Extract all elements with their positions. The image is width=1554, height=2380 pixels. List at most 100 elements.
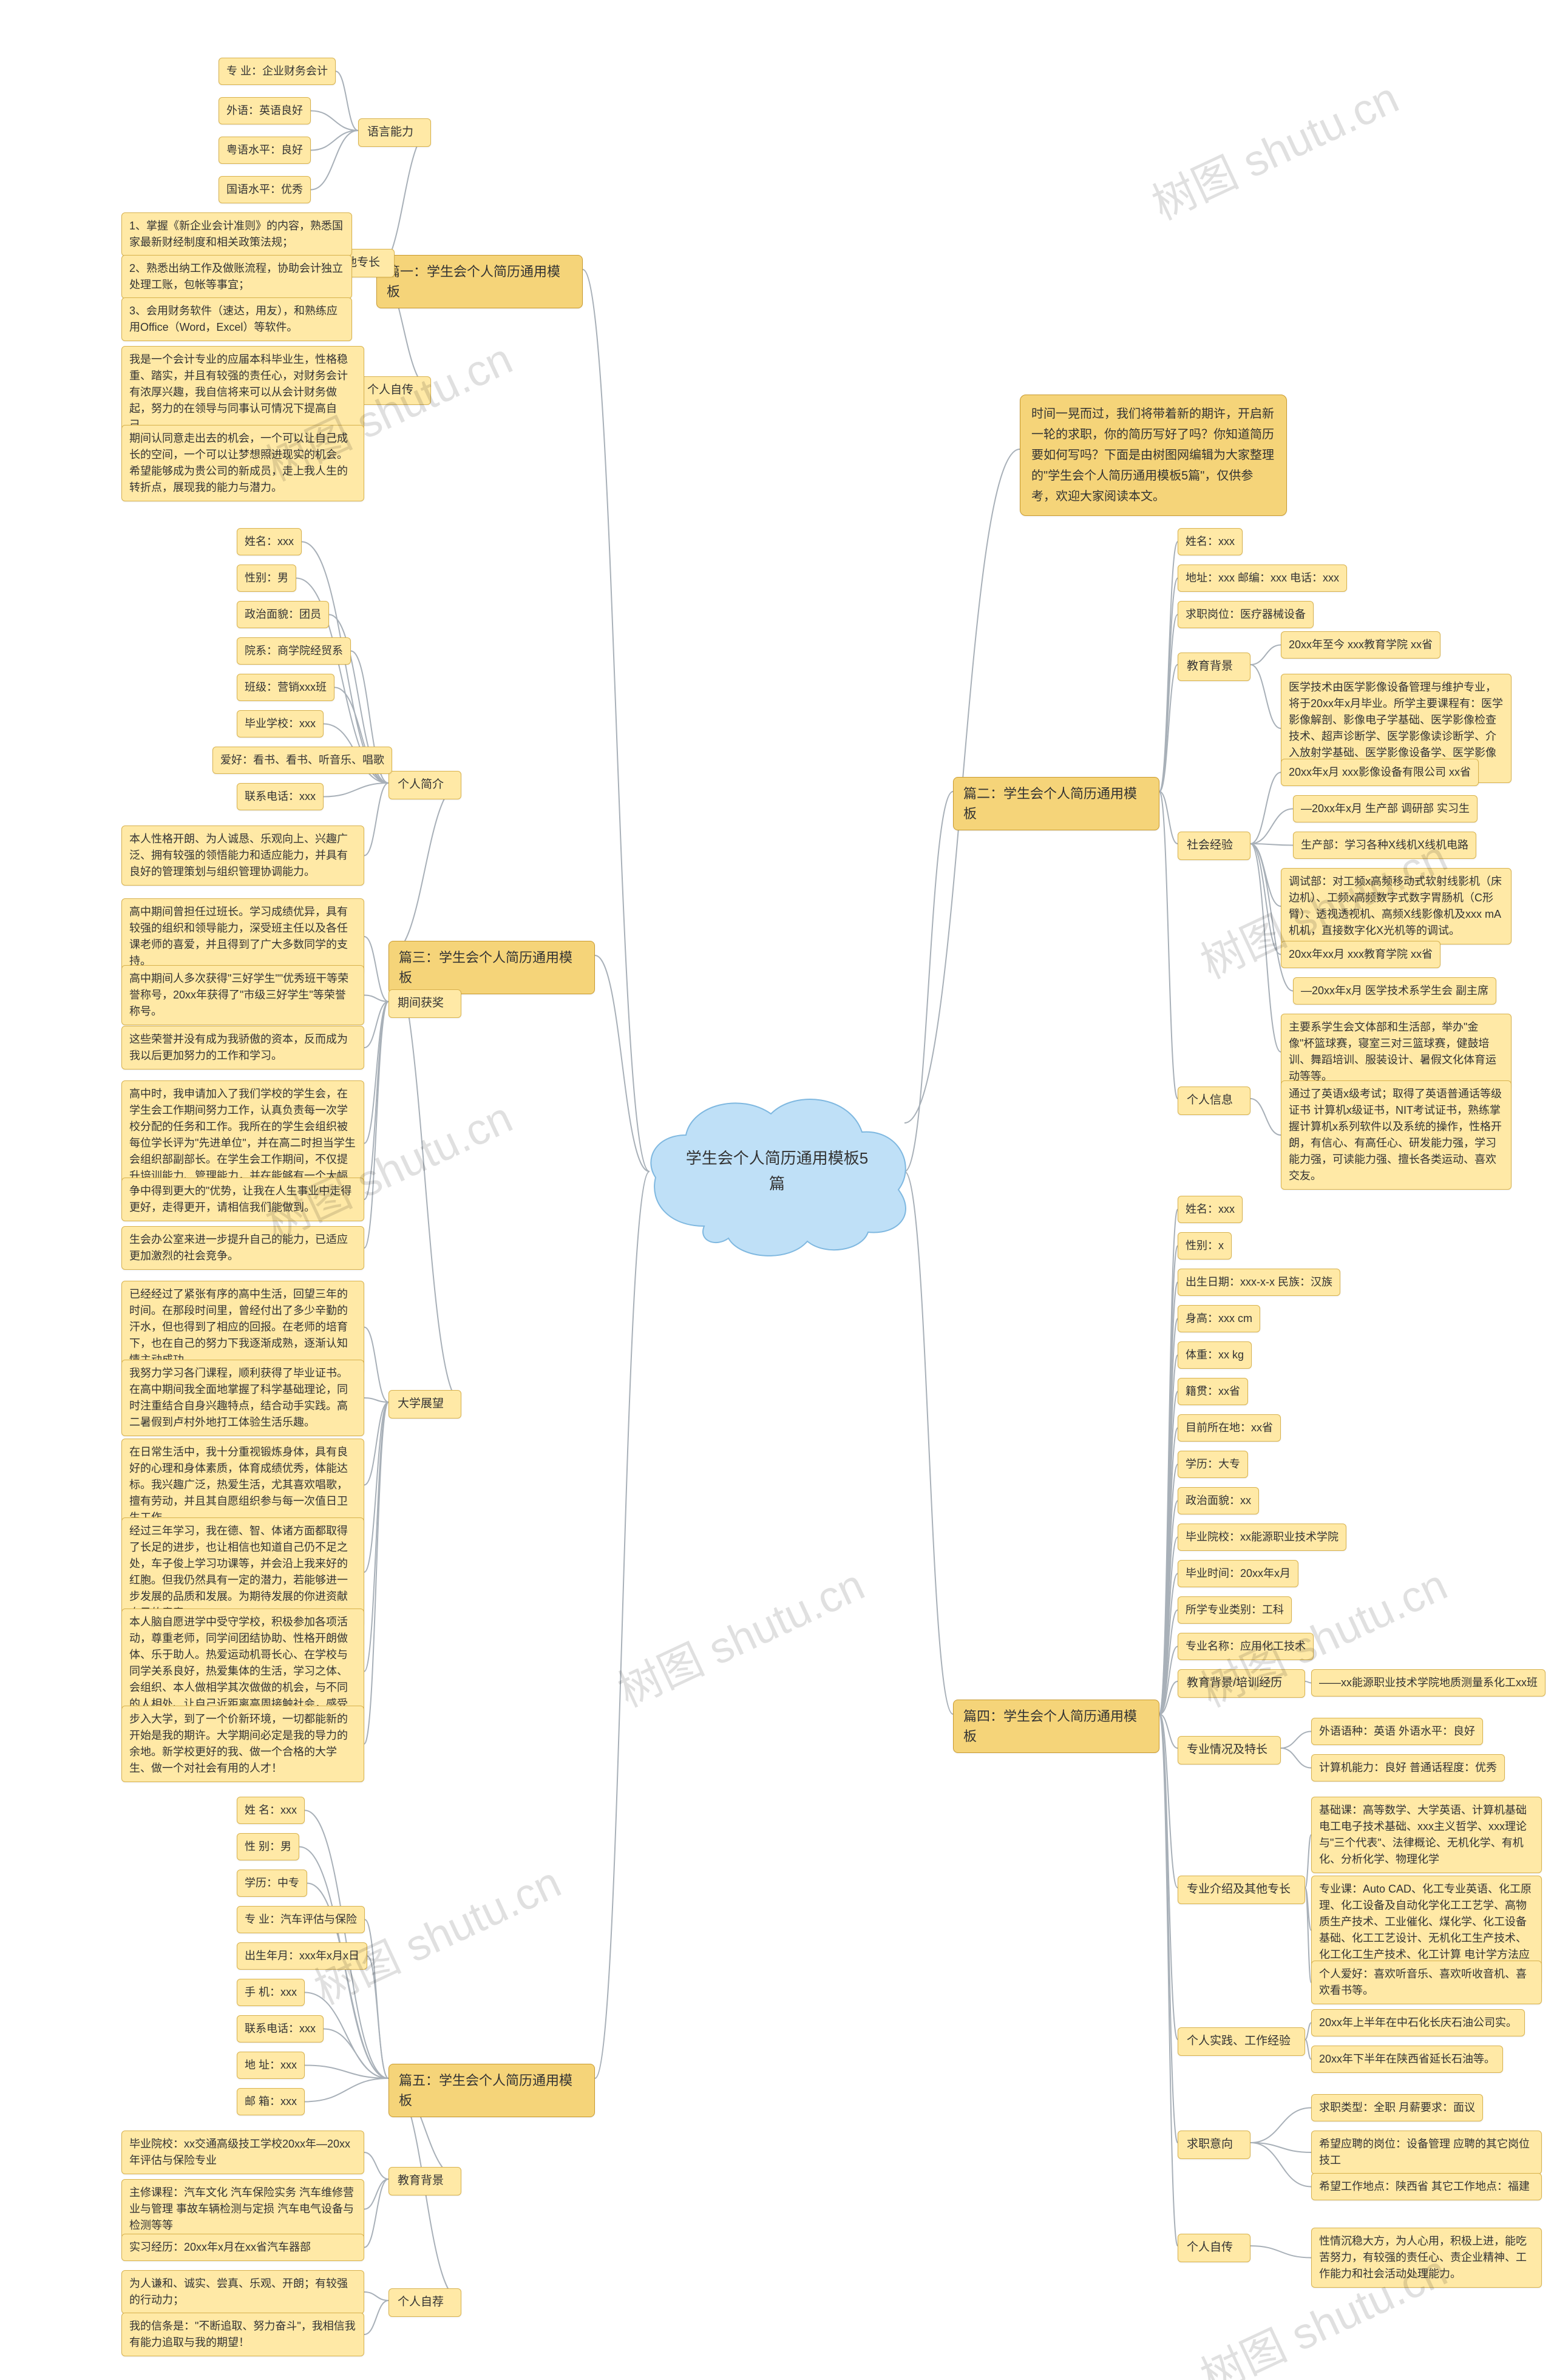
- group-b5-1: 教育背景: [388, 2167, 461, 2195]
- branch-b4: 篇四：学生会个人简历通用模板: [953, 1700, 1159, 1753]
- leaf-b4-1-0: ——xx能源职业技术学院地质测量系化工xx班: [1311, 1669, 1546, 1697]
- leaf-b4-2-1: 计算机能力：良好 普通话程度：优秀: [1311, 1754, 1505, 1782]
- center-root: 学生会个人简历通用模板5篇: [631, 1080, 923, 1263]
- leaf-b2-0-1: 地址：xxx 邮编：xxx 电话：xxx: [1178, 564, 1347, 592]
- leaf-b3-1-1: 高中期间人多次获得"三好学生""优秀班干等荣誉称号，20xx年获得了"市级三好学…: [121, 965, 364, 1025]
- intro-text: 时间一晃而过，我们将带着新的期许，开启新一轮的求职，你的简历写好了吗？你知道简历…: [1020, 395, 1287, 516]
- leaf-b4-0-10: 毕业时间：20xx年x月: [1178, 1560, 1298, 1587]
- leaf-b4-0-3: 身高：xxx cm: [1178, 1305, 1260, 1332]
- leaf-b2-0-2: 求职岗位：医疗器械设备: [1178, 601, 1314, 628]
- group-b2-3: 个人信息: [1178, 1087, 1250, 1115]
- leaf-b2-0-0: 姓名：xxx: [1178, 528, 1243, 555]
- leaf-b4-0-7: 学历：大专: [1178, 1451, 1248, 1478]
- leaf-b3-1-4: 争中得到更大的"优势，让我在人生事业中走得更好，走得更开，请相信我们能做到。: [121, 1178, 364, 1221]
- group-b3-0: 个人简介: [388, 771, 461, 799]
- leaf-b4-0-11: 所学专业类别：工科: [1178, 1596, 1292, 1624]
- leaf-b4-2-0: 外语语种：英语 外语水平：良好: [1311, 1718, 1483, 1745]
- leaf-b2-3-0: 通过了英语x级考试；取得了英语普通话等级证书 计算机x级证书，NIT考试证书，熟…: [1281, 1080, 1512, 1190]
- leaf-b3-0-3: 院系：商学院经贸系: [237, 637, 351, 665]
- watermark: 树图 shutu.cn: [1140, 63, 1407, 232]
- leaf-b5-0-1: 性 别：男: [237, 1833, 299, 1860]
- leaf-b1-0-1: 外语：英语良好: [219, 97, 311, 124]
- leaf-b4-3-2: 个人爱好：喜欢听音乐、喜欢听收音机、喜欢看书等。: [1311, 1961, 1542, 2004]
- leaf-b5-0-5: 手 机：xxx: [237, 1979, 305, 2006]
- leaf-b4-0-8: 政治面貌：xx: [1178, 1487, 1259, 1514]
- leaf-b5-0-3: 专 业：汽车评估与保险: [237, 1906, 365, 1933]
- leaf-b4-3-0: 基础课：高等数学、大学英语、计算机基础电工电子技术基础、xxx主义哲学、xxx理…: [1311, 1797, 1542, 1873]
- leaf-b2-2-0: 20xx年x月 xxx影像设备有限公司 xx省: [1281, 759, 1479, 786]
- leaf-b5-1-1: 主修课程：汽车文化 汽车保险实务 汽车维修营业与管理 事故车辆检测与定损 汽车电…: [121, 2179, 364, 2239]
- leaf-b4-0-4: 体重：xx kg: [1178, 1341, 1252, 1369]
- leaf-b1-0-3: 国语水平：优秀: [219, 176, 311, 203]
- leaf-b4-6-0: 性情沉稳大方，为人心用，积极上进，能吃苦努力，有较强的责任心、责企业精神、工作能…: [1311, 2228, 1542, 2288]
- leaf-b3-0-5: 毕业学校：xxx: [237, 710, 324, 737]
- leaf-b5-2-0: 为人谦和、诚实、尝真、乐观、开朗；有较强的行动力；: [121, 2270, 364, 2314]
- branch-b3: 篇三：学生会个人简历通用模板: [388, 941, 595, 994]
- leaf-b3-0-1: 性别：男: [237, 564, 296, 592]
- group-b4-4: 个人实践、工作经验: [1178, 2027, 1305, 2056]
- leaf-b3-0-6: 爱好：看书、看书、听音乐、唱歌: [212, 747, 392, 774]
- leaf-b3-0-0: 姓名：xxx: [237, 528, 302, 555]
- leaf-b5-0-0: 姓 名：xxx: [237, 1797, 305, 1824]
- leaf-b2-1-0: 20xx年至今 xxx教育学院 xx省: [1281, 631, 1440, 659]
- group-b1-2: 个人自传: [358, 376, 431, 405]
- leaf-b3-0-2: 政治面貌：团员: [237, 601, 329, 628]
- group-b4-3: 专业介绍及其他专长: [1178, 1876, 1305, 1904]
- leaf-b5-0-2: 学历：中专: [237, 1870, 307, 1897]
- leaf-b4-5-0: 求职类型：全职 月薪要求：面议: [1311, 2094, 1483, 2121]
- leaf-b3-1-5: 生会办公室来进一步提升自己的能力，已适应更加激烈的社会竞争。: [121, 1226, 364, 1270]
- group-b3-2: 大学展望: [388, 1390, 461, 1419]
- leaf-b1-2-1: 期间认同意走出去的机会，一个可以让自己成长的空间，一个可以让梦想照进现实的机会。…: [121, 425, 364, 501]
- leaf-b1-1-1: 2、熟悉出纳工作及做账流程，协助会计独立处理工账，包帐等事宜；: [121, 255, 352, 299]
- group-b4-2: 专业情况及特长: [1178, 1736, 1281, 1765]
- leaf-b3-0-7: 联系电话：xxx: [237, 783, 324, 810]
- center-title: 学生会个人简历通用模板5篇: [631, 1080, 923, 1263]
- watermark: 树图 shutu.cn: [606, 1550, 873, 1720]
- leaf-b4-0-9: 毕业院校：xx能源职业技术学院: [1178, 1524, 1346, 1551]
- leaf-b4-0-1: 性别：x: [1178, 1232, 1232, 1260]
- leaf-b1-1-2: 3、会用财务软件（速达，用友），和熟练应用Office（Word，Excel）等…: [121, 297, 352, 341]
- leaf-b3-2-1: 我努力学习各门课程，顺利获得了毕业证书。在高中期间我全面地掌握了科学基础理论，同…: [121, 1360, 364, 1436]
- branch-b2: 篇二：学生会个人简历通用模板: [953, 777, 1159, 830]
- leaf-b1-0-0: 专 业：企业财务会计: [219, 58, 336, 85]
- leaf-b1-1-0: 1、掌握《新企业会计准则》的内容，熟悉国家最新财经制度和相关政策法规；: [121, 212, 352, 256]
- leaf-b4-0-5: 籍贯：xx省: [1178, 1378, 1248, 1405]
- group-b1-0: 语言能力: [358, 118, 431, 147]
- leaf-b3-1-0: 高中期间曾担任过班长。学习成绩优异，具有较强的组织和领导能力，深受班主任以及各任…: [121, 898, 364, 975]
- leaf-b5-0-8: 邮 箱：xxx: [237, 2088, 305, 2115]
- group-b2-2: 社会经验: [1178, 832, 1250, 860]
- branch-b5: 篇五：学生会个人简历通用模板: [388, 2064, 595, 2117]
- group-b3-1: 期间获奖: [388, 989, 461, 1018]
- leaf-b4-0-12: 专业名称：应用化工技术: [1178, 1633, 1314, 1660]
- leaf-b5-0-4: 出生年月：xxx年x月x日: [237, 1942, 367, 1970]
- leaf-b2-2-5: —20xx年x月 医学技术系学生会 副主席: [1293, 977, 1496, 1005]
- leaf-b2-2-6: 主要系学生会文体部和生活部，举办"金像"杯篮球赛，寝室三对三篮球赛，健鼓培训、舞…: [1281, 1014, 1512, 1090]
- leaf-b3-0-8: 本人性格开朗、为人诚恳、乐观向上、兴趣广泛、拥有较强的领悟能力和适应能力，并具有…: [121, 826, 364, 886]
- leaf-b5-1-0: 毕业院校：xx交通高级技工学校20xx年—20xx年评估与保险专业: [121, 2131, 364, 2174]
- leaf-b4-5-1: 希望应聘的岗位：设备管理 应聘的其它岗位 技工: [1311, 2131, 1542, 2174]
- group-b4-1: 教育背景/培训经历: [1178, 1669, 1305, 1698]
- group-b5-2: 个人自荐: [388, 2288, 461, 2317]
- leaf-b4-4-1: 20xx年下半年在陕西省延长石油等。: [1311, 2046, 1503, 2073]
- leaf-b2-2-4: 20xx年xx月 xxx教育学院 xx省: [1281, 941, 1440, 968]
- leaf-b1-0-2: 粤语水平：良好: [219, 137, 311, 164]
- leaf-b5-1-2: 实习经历：20xx年x月在xx省汽车器部: [121, 2234, 364, 2261]
- leaf-b5-0-7: 地 址：xxx: [237, 2052, 305, 2079]
- group-b2-1: 教育背景: [1178, 653, 1250, 681]
- leaf-b4-0-6: 目前所在地：xx省: [1178, 1414, 1281, 1442]
- leaf-b3-2-5: 步入大学，到了一个价新环境，一切都能新的开始是我的期许。大学期间必定是我的导力的…: [121, 1706, 364, 1782]
- leaf-b4-0-0: 姓名：xxx: [1178, 1196, 1243, 1223]
- branch-b1: 篇一：学生会个人简历通用模板: [376, 255, 583, 308]
- leaf-b5-2-1: 我的信条是："不断追取、努力奋斗"，我相信我有能力追取与我的期望！: [121, 2313, 364, 2356]
- leaf-b4-4-0: 20xx年上半年在中石化长庆石油公司实。: [1311, 2009, 1525, 2036]
- group-b4-5: 求职意向: [1178, 2131, 1250, 2159]
- leaf-b2-2-1: —20xx年x月 生产部 调研部 实习生: [1293, 795, 1478, 822]
- leaf-b2-2-2: 生产部：学习各种X线机X线机电路: [1293, 832, 1476, 859]
- leaf-b5-0-6: 联系电话：xxx: [237, 2015, 324, 2043]
- leaf-b2-2-3: 调试部：对工频x高频移动式软射线影机（床边机）、工频x高频数字式数字胃肠机（C形…: [1281, 868, 1512, 944]
- leaf-b3-1-2: 这些荣誉并没有成为我骄傲的资本，反而成为我以后更加努力的工作和学习。: [121, 1026, 364, 1070]
- leaf-b4-5-2: 希望工作地点：陕西省 其它工作地点：福建: [1311, 2173, 1542, 2200]
- group-b4-6: 个人自传: [1178, 2234, 1250, 2262]
- leaf-b4-0-2: 出生日期：xxx-x-x 民族：汉族: [1178, 1269, 1340, 1296]
- leaf-b3-0-4: 班级：营销xxx班: [237, 674, 334, 701]
